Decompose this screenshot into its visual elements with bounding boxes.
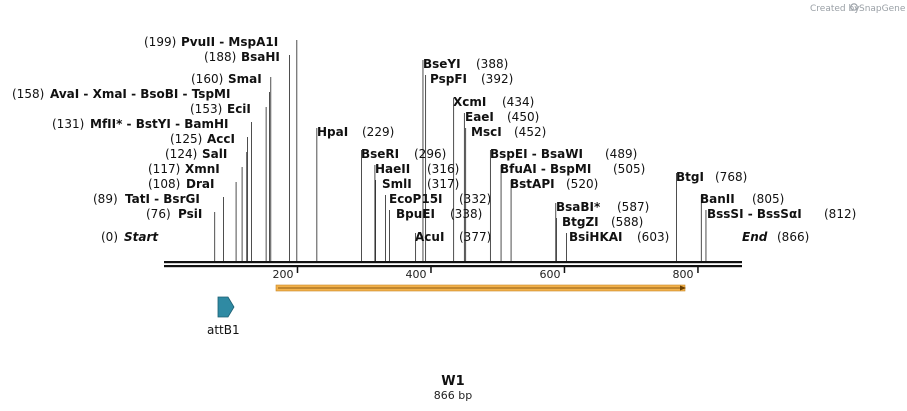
attb1-label: attB1 — [207, 323, 240, 337]
map-length: 866 bp — [434, 389, 472, 402]
site-pos-452: (452) — [514, 125, 546, 139]
site-pos-338: (338) — [450, 207, 482, 221]
site-name-332[interactable]: EcoP15I — [389, 192, 443, 206]
site-pos-108: (108) — [148, 177, 180, 191]
site-name-588[interactable]: BtgZI — [562, 215, 599, 229]
site-name-450[interactable]: EaeI — [465, 110, 494, 124]
site-name-188[interactable]: BsaHI — [241, 50, 280, 64]
site-name-160[interactable]: SmaI — [228, 72, 262, 86]
site-pos-603: (603) — [637, 230, 669, 244]
site-pos-188: (188) — [204, 50, 236, 64]
site-name-117[interactable]: XmnI — [185, 162, 220, 176]
site-name-124[interactable]: SalI — [202, 147, 227, 161]
site-name-505[interactable]: BfuAI - BspMI — [500, 162, 591, 176]
map-title: W1 — [441, 374, 464, 389]
site-name-199[interactable]: PvuII - MspA1I — [181, 35, 278, 49]
site-pos-316: (316) — [427, 162, 459, 176]
credit-brand: SnapGene — [859, 4, 906, 14]
site-pos-332: (332) — [459, 192, 491, 206]
site-pos-505: (505) — [613, 162, 645, 176]
site-pos-520: (520) — [566, 177, 598, 191]
site-name-229[interactable]: HpaI — [317, 125, 348, 139]
site-name-587[interactable]: BsaBI* — [556, 200, 601, 214]
site-name-158[interactable]: AvaI - XmaI - BsoBI - TspMI — [50, 87, 230, 101]
site-name-805[interactable]: BanII — [700, 192, 735, 206]
site-pos-125: (125) — [170, 132, 202, 146]
site-pos-296: (296) — [414, 147, 446, 161]
tick-label-800: 800 — [673, 268, 694, 281]
site-name-768[interactable]: BtgI — [676, 170, 704, 184]
site-pos-489: (489) — [605, 147, 637, 161]
site-pos-89: (89) — [93, 192, 118, 206]
tick-label-400: 400 — [406, 268, 427, 281]
site-name-108[interactable]: DraI — [186, 177, 214, 191]
orf-arrow[interactable] — [275, 284, 686, 292]
site-name-131[interactable]: MfII* - BstYI - BamHI — [90, 117, 228, 131]
site-pos-317: (317) — [427, 177, 459, 191]
site-name-392[interactable]: PspFI — [430, 72, 467, 86]
site-pos-388: (388) — [476, 57, 508, 71]
tick-label-600: 600 — [540, 268, 561, 281]
site-name-377[interactable]: AcuI — [415, 230, 444, 244]
site-name-812[interactable]: BssSI - BssSαI — [707, 207, 802, 221]
end-label: End — [742, 230, 768, 244]
site-name-388[interactable]: BseYI — [423, 57, 461, 71]
site-pos-229: (229) — [362, 125, 394, 139]
site-name-89[interactable]: TatI - BsrGI — [125, 192, 200, 206]
site-pos-812: (812) — [824, 207, 856, 221]
site-pos-768: (768) — [715, 170, 747, 184]
attb1-feature[interactable] — [217, 296, 235, 318]
snapgene-logo — [850, 3, 858, 11]
site-pos-117: (117) — [148, 162, 180, 176]
start-label: Start — [124, 230, 159, 244]
site-pos-153: (153) — [190, 102, 222, 116]
site-pos-434: (434) — [502, 95, 534, 109]
site-pos-76: (76) — [146, 207, 171, 221]
site-pos-131: (131) — [52, 117, 84, 131]
scale-ticks: 200 400 600 800 — [273, 267, 699, 281]
site-name-452[interactable]: MscI — [471, 125, 502, 139]
site-name-489[interactable]: BspEI - BsaWI — [490, 147, 583, 161]
tick-label-200: 200 — [273, 268, 294, 281]
site-name-520[interactable]: BstAPI — [510, 177, 555, 191]
site-pos-805: (805) — [752, 192, 784, 206]
end-pos: (866) — [777, 230, 809, 244]
site-pos-588: (588) — [611, 215, 643, 229]
site-name-125[interactable]: AccI — [207, 132, 235, 146]
site-pos-199: (199) — [144, 35, 176, 49]
site-name-338[interactable]: BpuEI — [396, 207, 435, 221]
site-name-603[interactable]: BsiHKAI — [569, 230, 623, 244]
credit-text: Created by — [810, 4, 860, 14]
site-name-316[interactable]: HaeII — [375, 162, 410, 176]
dna-backbone[interactable] — [164, 261, 742, 268]
site-pos-124: (124) — [165, 147, 197, 161]
site-pos-377: (377) — [459, 230, 491, 244]
site-pos-160: (160) — [191, 72, 223, 86]
site-pos-392: (392) — [481, 72, 513, 86]
site-name-434[interactable]: XcmI — [453, 95, 486, 109]
start-pos: (0) — [101, 230, 118, 244]
site-name-296[interactable]: BseRI — [361, 147, 399, 161]
site-pos-450: (450) — [507, 110, 539, 124]
site-name-153[interactable]: EciI — [227, 102, 251, 116]
site-name-317[interactable]: SmlI — [382, 177, 412, 191]
site-labels: (199) PvuII - MspA1I (188) BsaHI (160) S… — [12, 35, 856, 244]
site-name-76[interactable]: PsiI — [178, 207, 202, 221]
site-pos-587: (587) — [617, 200, 649, 214]
site-pos-158: (158) — [12, 87, 44, 101]
site-lines — [214, 40, 707, 261]
